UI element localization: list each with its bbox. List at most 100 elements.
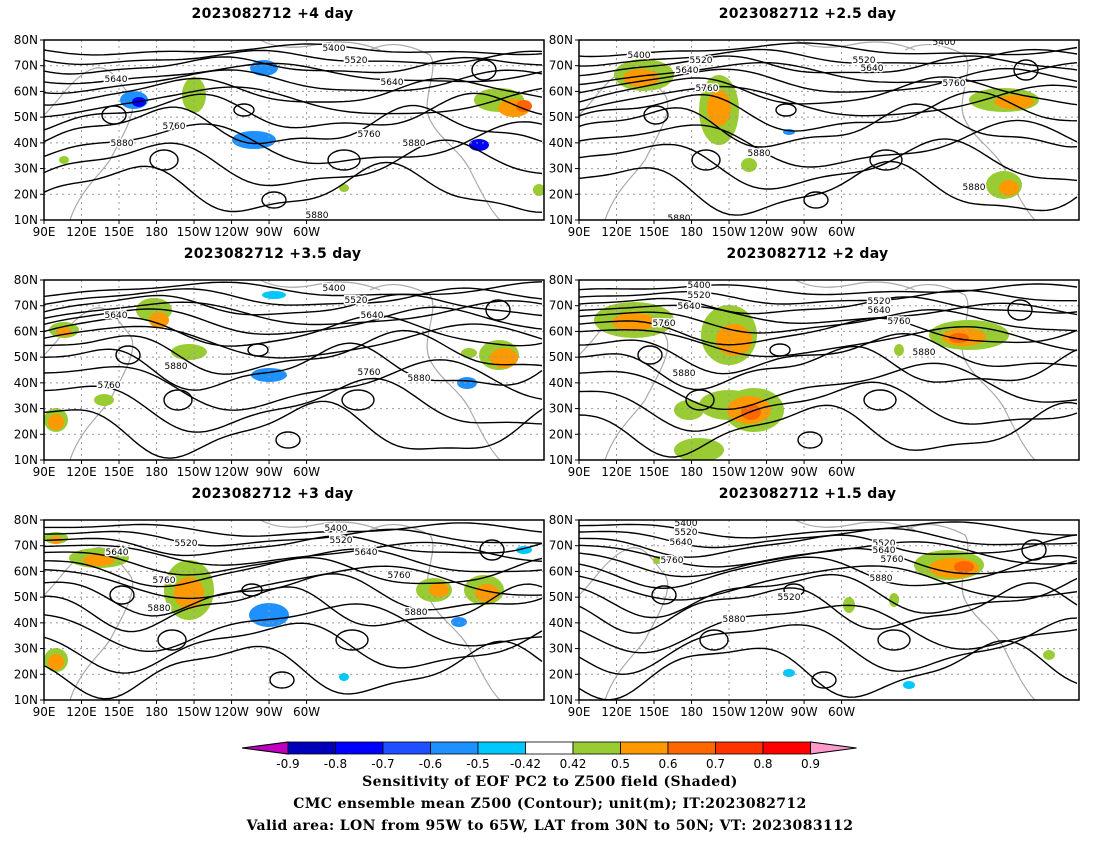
contour-label: 5760 — [888, 317, 911, 327]
plot-frame — [578, 39, 1080, 221]
shaded-cell — [339, 673, 349, 681]
contour-closed — [775, 103, 797, 117]
x-tick-label: 150W — [712, 705, 747, 719]
contour-closed — [1013, 59, 1039, 81]
contour-label: 5880 — [408, 374, 431, 384]
x-tick-label: 60W — [828, 465, 855, 479]
contour-label: 5880 — [723, 615, 746, 625]
contour-closed — [1007, 299, 1033, 321]
panel-title: 2023082712 +4 day — [191, 6, 354, 22]
contour-line — [579, 617, 1078, 676]
y-tick-label: 10N — [549, 453, 573, 467]
x-tick-label: 150W — [712, 465, 747, 479]
contour-closed — [637, 345, 663, 365]
contour-line — [579, 42, 1078, 58]
contour-line — [44, 640, 543, 700]
contour-line — [579, 582, 1078, 634]
coastline-north — [794, 520, 916, 531]
y-tick-label: 50N — [14, 110, 38, 124]
contour-label: 5400 — [323, 284, 346, 294]
x-tick-label: 120E — [66, 225, 97, 239]
y-tick-label: 10N — [14, 693, 38, 707]
shaded-cell — [94, 394, 114, 406]
plot-frame — [43, 39, 545, 221]
contour-line — [44, 329, 543, 375]
contour-label: 5400 — [325, 524, 348, 534]
colorbar-cell — [477, 741, 526, 755]
shaded-cell — [612, 313, 656, 331]
x-tick-label: 120E — [66, 705, 97, 719]
contour-label: 5520 — [345, 56, 368, 66]
y-tick-label: 70N — [14, 299, 38, 313]
y-tick-label: 70N — [14, 59, 38, 73]
plot-area: 5400 5520 5640 5640 5760 5760 5880 5880 5880 — [44, 40, 544, 220]
shaded-cell — [174, 577, 204, 609]
y-tick-label: 80N — [14, 513, 38, 527]
contour-labels: 5400 5520 5640 5640 5760 5760 5880 5880 — [96, 283, 432, 393]
contour-closed — [685, 389, 715, 411]
y-tick-label: 30N — [14, 162, 38, 176]
x-tick-label: 90E — [568, 465, 591, 479]
contour-closed — [699, 629, 729, 651]
shaded-cell — [903, 681, 915, 689]
contour-label: 5640 — [106, 548, 129, 558]
y-tick-label: 30N — [549, 402, 573, 416]
x-tick-label: 90W — [255, 465, 282, 479]
x-tick-label: 120W — [214, 465, 249, 479]
contour-line — [44, 43, 543, 56]
contour-label: 5880 — [673, 369, 696, 379]
contour-line — [579, 362, 1078, 410]
colorbar-cell — [430, 741, 479, 755]
shaded-cell — [250, 60, 278, 76]
panel-plus-3-5-day: 2023082712 +3.5 day 5400 5520 5640 5640 5760… — [0, 240, 545, 480]
x-tick-label: 180 — [145, 225, 168, 239]
shaded-cell — [1043, 650, 1055, 660]
y-tick-label: 20N — [14, 667, 38, 681]
colorbar-tick-label: 0.5 — [611, 757, 630, 771]
x-tick-label: 150E — [104, 465, 135, 479]
shaded-cell — [461, 348, 477, 358]
contour-line — [579, 302, 1078, 325]
contour-label: 5400 — [323, 44, 346, 54]
contour-label: 5400 — [933, 38, 956, 48]
coastline-north — [794, 280, 916, 291]
contour-line — [44, 528, 543, 547]
contour-line — [44, 161, 543, 213]
y-tick-label: 50N — [14, 350, 38, 364]
x-tick-label: 150E — [639, 225, 670, 239]
contour-label: 5520 — [868, 297, 891, 307]
contour-label: 5880 — [870, 574, 893, 584]
contour-label: 5640 — [676, 66, 699, 76]
contour-closed — [109, 585, 135, 605]
contour-label: 5760 — [653, 319, 676, 329]
map-plot: 5400 5520 5640 5640 5760 5760 5880 5880 5880 80N 7… — [14, 33, 545, 239]
colorbar-cell — [572, 741, 621, 755]
contour-label: 5520 — [345, 296, 368, 306]
colorbar-tick-label: 0.9 — [801, 757, 820, 771]
contour-label: 5760 — [661, 556, 684, 566]
x-tick-label: 120E — [601, 705, 632, 719]
contour-label: 5760 — [358, 130, 381, 140]
contour-line — [44, 565, 543, 600]
contour-label: 5640 — [868, 306, 891, 316]
shaded-cell — [490, 348, 518, 368]
shaded-cell — [716, 324, 752, 356]
contour-closed — [269, 671, 295, 689]
contour-label: 5520 — [853, 56, 876, 66]
contour-label: 5880 — [913, 348, 936, 358]
colorbar-cell — [287, 741, 336, 755]
plot-frame — [43, 279, 545, 461]
contour-closed — [233, 103, 255, 117]
y-tick-label: 30N — [14, 642, 38, 656]
colorbar-tick-label: 0.42 — [560, 757, 587, 771]
contour-line — [44, 314, 543, 347]
contour-line — [579, 534, 1078, 558]
y-tick-label: 70N — [549, 59, 573, 73]
contour-line — [579, 345, 1078, 391]
contour-line — [579, 289, 1077, 305]
